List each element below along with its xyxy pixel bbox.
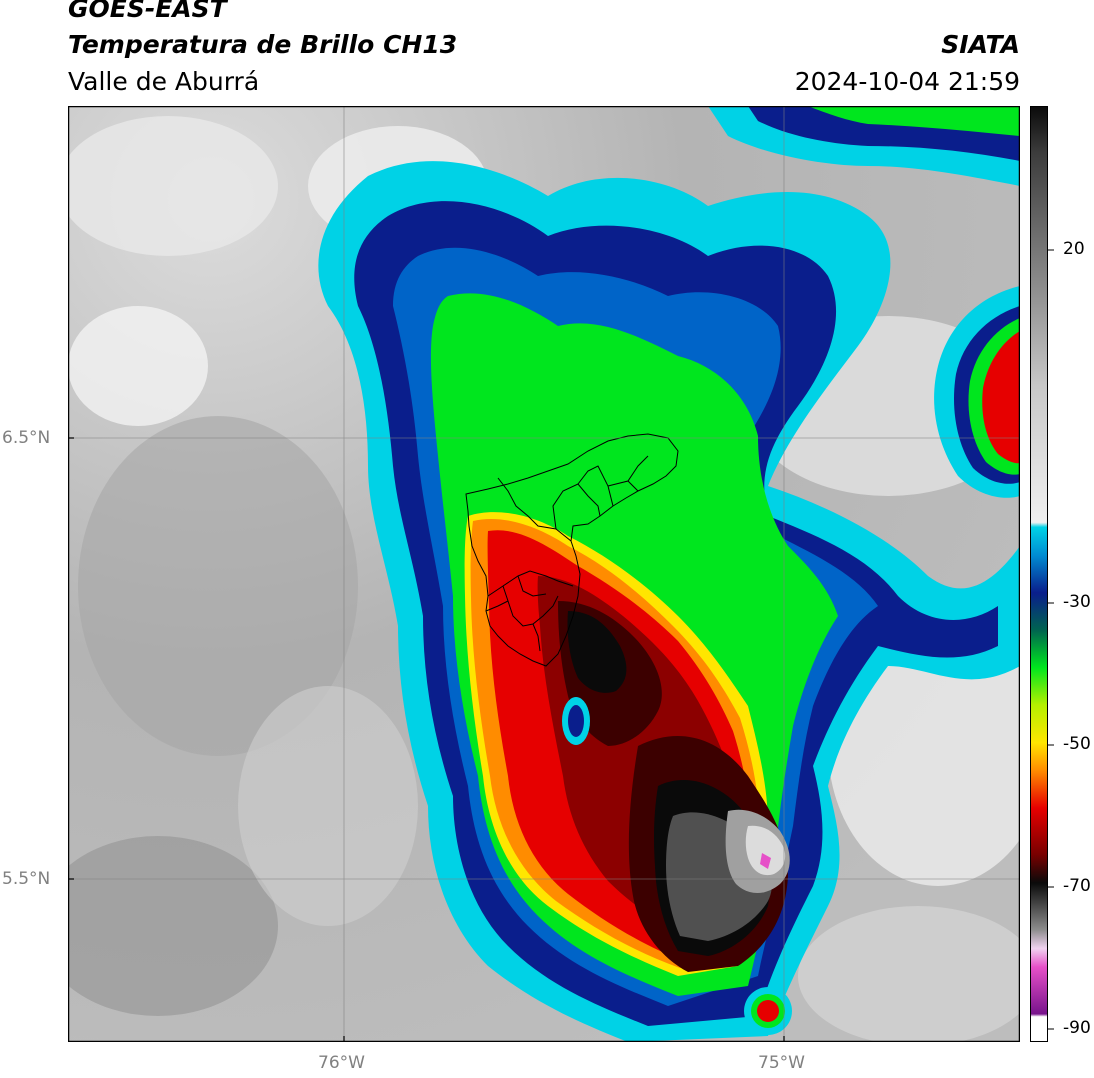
product-title: Temperatura de Brillo CH13 [68,30,458,59]
lat-label-6-5n: 6.5°N [2,428,51,448]
satellite-field [68,106,1020,1042]
colorbar-label-minus50: -50 [1063,734,1091,754]
agency-title: SIATA [941,30,1020,59]
lat-label-5-5n: 5.5°N [2,869,51,889]
region-subtitle: Valle de Aburrá [68,67,260,96]
colorbar-label-20: 20 [1063,239,1085,259]
satellite-title: GOES-EAST [68,0,227,23]
lon-label-76w: 76°W [318,1053,365,1073]
colorbar-ticks [1048,249,1054,1030]
municipality-boundaries [465,433,679,667]
map-frame [68,106,1020,1042]
brightness-temperature-map [68,106,1020,1042]
lon-label-75w: 75°W [758,1053,805,1073]
colorbar [1030,106,1054,1042]
colorbar-label-minus70: -70 [1063,876,1091,896]
datetime-subtitle: 2024-10-04 21:59 [794,67,1020,96]
graticule [68,106,1020,1042]
colorbar-label-minus90: -90 [1063,1018,1091,1038]
colorbar-ramp [1030,106,1048,1042]
map-ticks [68,437,785,1042]
colorbar-frame [1030,106,1048,1042]
colorbar-label-minus30: -30 [1063,592,1091,612]
